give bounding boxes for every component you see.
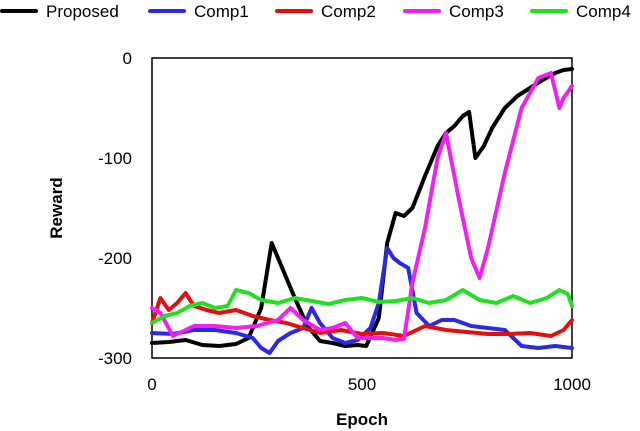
x-tick-label: 500 (348, 375, 376, 394)
series-layer (150, 67, 574, 355)
legend-label-comp2: Comp2 (321, 2, 376, 21)
series-line-comp4 (150, 288, 574, 325)
legend-label-proposed: Proposed (46, 2, 119, 21)
y-tick-label: -300 (98, 349, 132, 368)
y-tick-label: 0 (123, 49, 132, 68)
x-tick-label: 0 (147, 375, 156, 394)
x-axis-title: Epoch (336, 410, 388, 429)
y-tick-label: -100 (98, 149, 132, 168)
plot-frame (151, 57, 573, 359)
y-tick-label: -200 (98, 249, 132, 268)
x-tick-label: 1000 (553, 375, 591, 394)
legend-label-comp3: Comp3 (449, 2, 504, 21)
series-line-comp1 (150, 246, 574, 355)
legend-label-comp4: Comp4 (576, 2, 631, 21)
y-axis-ticks: 0 -100 -200 -300 (98, 49, 132, 368)
series-line-proposed (150, 67, 574, 348)
series-line-comp2 (150, 291, 574, 338)
x-axis-ticks: 0 500 1000 (147, 375, 591, 394)
legend-label-comp1: Comp1 (194, 2, 249, 21)
series-line-comp3 (150, 71, 574, 342)
y-axis-title: Reward (47, 177, 66, 238)
legend: Proposed Comp1 Comp2 Comp3 Comp4 (0, 2, 631, 21)
